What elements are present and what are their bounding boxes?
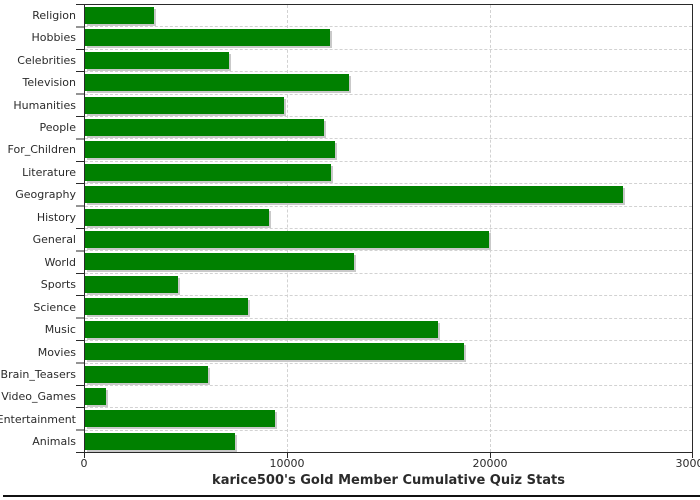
bottom-border-line — [3, 495, 700, 497]
bar — [85, 141, 336, 159]
category-row — [85, 296, 692, 319]
plot-area — [84, 4, 693, 453]
category-row — [85, 95, 692, 118]
bar — [85, 298, 249, 316]
bar — [85, 387, 107, 405]
category-row — [85, 117, 692, 140]
x-axis-tick-30000 — [692, 452, 693, 458]
category-label: Literature — [22, 165, 76, 179]
category-row — [85, 184, 692, 207]
bar — [85, 343, 464, 361]
x-tick-label: 30000 — [675, 457, 700, 470]
category-label: Animals — [32, 435, 76, 449]
category-label: General — [32, 233, 76, 247]
bar — [85, 231, 489, 249]
y-axis-ticks — [76, 4, 84, 453]
category-row — [85, 229, 692, 252]
category-label: For_Children — [7, 143, 76, 157]
bar — [85, 410, 276, 428]
bar — [85, 320, 438, 338]
bar — [85, 208, 270, 226]
category-label: Hobbies — [31, 31, 76, 45]
x-tick-label: 20000 — [472, 457, 508, 470]
x-axis-tick-20000 — [490, 452, 491, 458]
x-tick-label: 0 — [80, 457, 88, 470]
bar — [85, 365, 208, 383]
bar — [85, 29, 330, 47]
bar — [85, 253, 355, 271]
chart-title: karice500's Gold Member Cumulative Quiz … — [212, 473, 565, 488]
bar — [85, 275, 178, 293]
bar — [85, 96, 285, 114]
category-label: Geography — [15, 188, 76, 202]
category-row — [85, 5, 692, 28]
category-label: Science — [33, 300, 76, 314]
category-label: Music — [44, 323, 76, 337]
category-row — [85, 386, 692, 409]
category-row — [85, 139, 692, 162]
category-label: Video_Games — [1, 390, 76, 404]
y-axis-labels: Religion Hobbies Celebrities Television … — [0, 4, 76, 453]
category-row — [85, 207, 692, 230]
category-row — [85, 162, 692, 185]
category-label: People — [39, 120, 76, 134]
category-row — [85, 50, 692, 73]
x-axis-labels: 0 10000 20000 30000 — [80, 457, 700, 471]
category-label: Brain_Teasers — [0, 367, 76, 381]
x-axis-tick-0 — [84, 452, 85, 458]
bar — [85, 51, 229, 69]
category-label: World — [44, 255, 76, 269]
category-row — [85, 319, 692, 342]
bar — [85, 432, 235, 450]
category-label: Entertainment — [0, 412, 76, 426]
category-row — [85, 408, 692, 431]
category-label: Television — [22, 76, 77, 90]
category-row — [85, 364, 692, 386]
category-label: Celebrities — [17, 53, 76, 67]
bar-rows — [85, 5, 692, 452]
x-axis-tick-10000 — [287, 452, 288, 458]
bar — [85, 186, 624, 204]
category-label: Humanities — [13, 98, 76, 112]
category-label: Religion — [32, 8, 76, 22]
category-label: Sports — [40, 278, 76, 292]
bar — [85, 119, 325, 137]
bar — [85, 7, 154, 24]
x-tick-label: 10000 — [269, 457, 305, 470]
category-label: History — [36, 210, 76, 224]
bar — [85, 74, 350, 92]
bar — [85, 163, 331, 181]
category-label: Movies — [37, 345, 76, 359]
category-row — [85, 274, 692, 297]
category-row — [85, 27, 692, 50]
category-row — [85, 251, 692, 274]
category-row — [85, 72, 692, 95]
category-row — [85, 431, 692, 452]
category-row — [85, 341, 692, 364]
